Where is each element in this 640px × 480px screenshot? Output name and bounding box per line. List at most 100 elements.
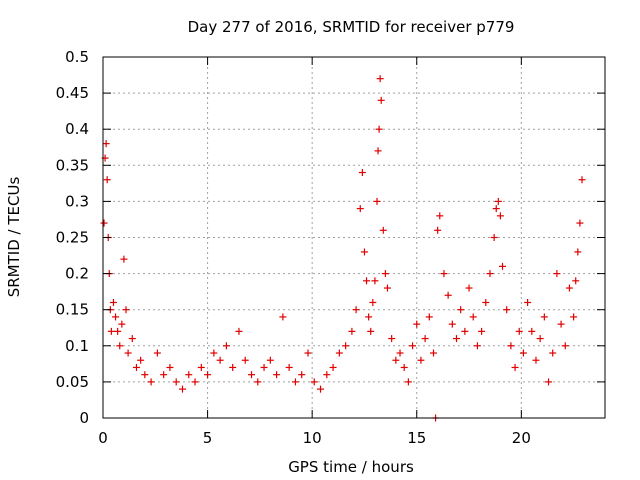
y-tick-label: 0.3 xyxy=(65,192,89,210)
data-point xyxy=(137,356,145,364)
y-tick-label: 0.5 xyxy=(65,48,89,66)
data-point xyxy=(536,335,544,343)
data-point xyxy=(377,96,385,104)
data-point xyxy=(574,248,582,256)
data-point xyxy=(557,320,565,328)
data-point xyxy=(360,248,368,256)
data-point xyxy=(197,363,205,371)
data-point xyxy=(260,363,268,371)
data-point xyxy=(448,320,456,328)
data-point xyxy=(490,234,498,241)
data-point xyxy=(185,371,193,379)
data-point xyxy=(352,306,360,314)
data-point xyxy=(572,277,580,285)
data-point xyxy=(166,363,174,371)
y-axis-label: SRMTID / TECUs xyxy=(5,177,23,298)
data-point xyxy=(248,371,256,379)
data-point xyxy=(102,140,110,148)
y-tick-label: 0 xyxy=(79,409,89,427)
data-point xyxy=(409,342,417,350)
data-point xyxy=(392,356,400,364)
data-point xyxy=(335,349,343,357)
data-point xyxy=(317,385,325,393)
plot-frame xyxy=(102,56,606,419)
data-point xyxy=(216,356,224,364)
data-point xyxy=(369,298,377,306)
data-point xyxy=(304,349,312,357)
data-point xyxy=(486,270,494,278)
data-point xyxy=(122,306,130,314)
data-point xyxy=(124,349,132,357)
data-point xyxy=(132,363,140,371)
data-point xyxy=(578,176,586,184)
axis-ticks: 0 0.05 0.1 0.15 0.2 0.25 0.3 0.35 0.4 0.45 0.5 0 5 10… xyxy=(56,48,605,447)
data-point xyxy=(519,349,527,357)
data-point xyxy=(128,335,136,343)
data-point xyxy=(494,197,502,205)
data-point xyxy=(222,342,230,350)
data-point xyxy=(204,371,212,379)
x-axis-label: GPS time / hours xyxy=(288,458,414,476)
data-point xyxy=(565,284,573,292)
data-point xyxy=(273,371,281,379)
data-point xyxy=(160,371,168,379)
data-point xyxy=(100,219,108,227)
data-point xyxy=(375,125,383,133)
chart-title: Day 277 of 2016, SRMTID for receiver p77… xyxy=(188,18,515,36)
data-point xyxy=(358,169,366,177)
data-point xyxy=(413,320,421,328)
data-point xyxy=(373,197,381,205)
data-points xyxy=(100,75,586,422)
data-point xyxy=(507,342,515,350)
data-point xyxy=(342,342,350,350)
data-point xyxy=(396,349,404,357)
data-point xyxy=(323,371,331,379)
data-point xyxy=(374,147,382,155)
data-point xyxy=(112,313,120,321)
data-point xyxy=(434,226,442,234)
data-point xyxy=(371,277,379,285)
data-point xyxy=(457,306,465,314)
data-point xyxy=(482,298,490,306)
x-tick-label: 10 xyxy=(303,429,322,447)
data-point xyxy=(363,277,371,285)
data-point xyxy=(473,342,481,350)
data-point xyxy=(465,284,473,292)
data-point xyxy=(235,327,243,335)
data-point xyxy=(153,349,161,357)
data-point xyxy=(381,270,389,278)
data-point xyxy=(503,306,511,314)
data-point xyxy=(461,327,469,335)
data-point xyxy=(310,378,318,386)
data-point xyxy=(515,327,523,335)
data-point xyxy=(114,327,122,335)
data-point xyxy=(425,313,433,321)
data-point xyxy=(528,327,536,335)
data-point xyxy=(570,313,578,321)
data-point xyxy=(576,219,584,227)
data-point xyxy=(469,313,477,321)
x-tick-label: 15 xyxy=(407,429,426,447)
data-point xyxy=(329,363,337,371)
data-point xyxy=(191,378,199,386)
data-point xyxy=(440,270,448,278)
y-tick-label: 0.35 xyxy=(56,156,89,174)
data-point xyxy=(545,378,553,386)
data-point xyxy=(254,378,262,386)
data-point xyxy=(478,327,486,335)
data-point xyxy=(367,327,375,335)
data-point xyxy=(532,356,540,364)
data-point xyxy=(417,356,425,364)
data-point xyxy=(141,371,149,379)
data-point xyxy=(404,378,412,386)
data-point xyxy=(348,327,356,335)
data-point xyxy=(147,378,155,386)
data-point xyxy=(285,363,293,371)
y-tick-label: 0.1 xyxy=(65,337,89,355)
data-point xyxy=(383,284,391,292)
data-point xyxy=(107,327,115,335)
data-point xyxy=(549,349,557,357)
data-point xyxy=(436,212,444,220)
data-point xyxy=(429,349,437,357)
